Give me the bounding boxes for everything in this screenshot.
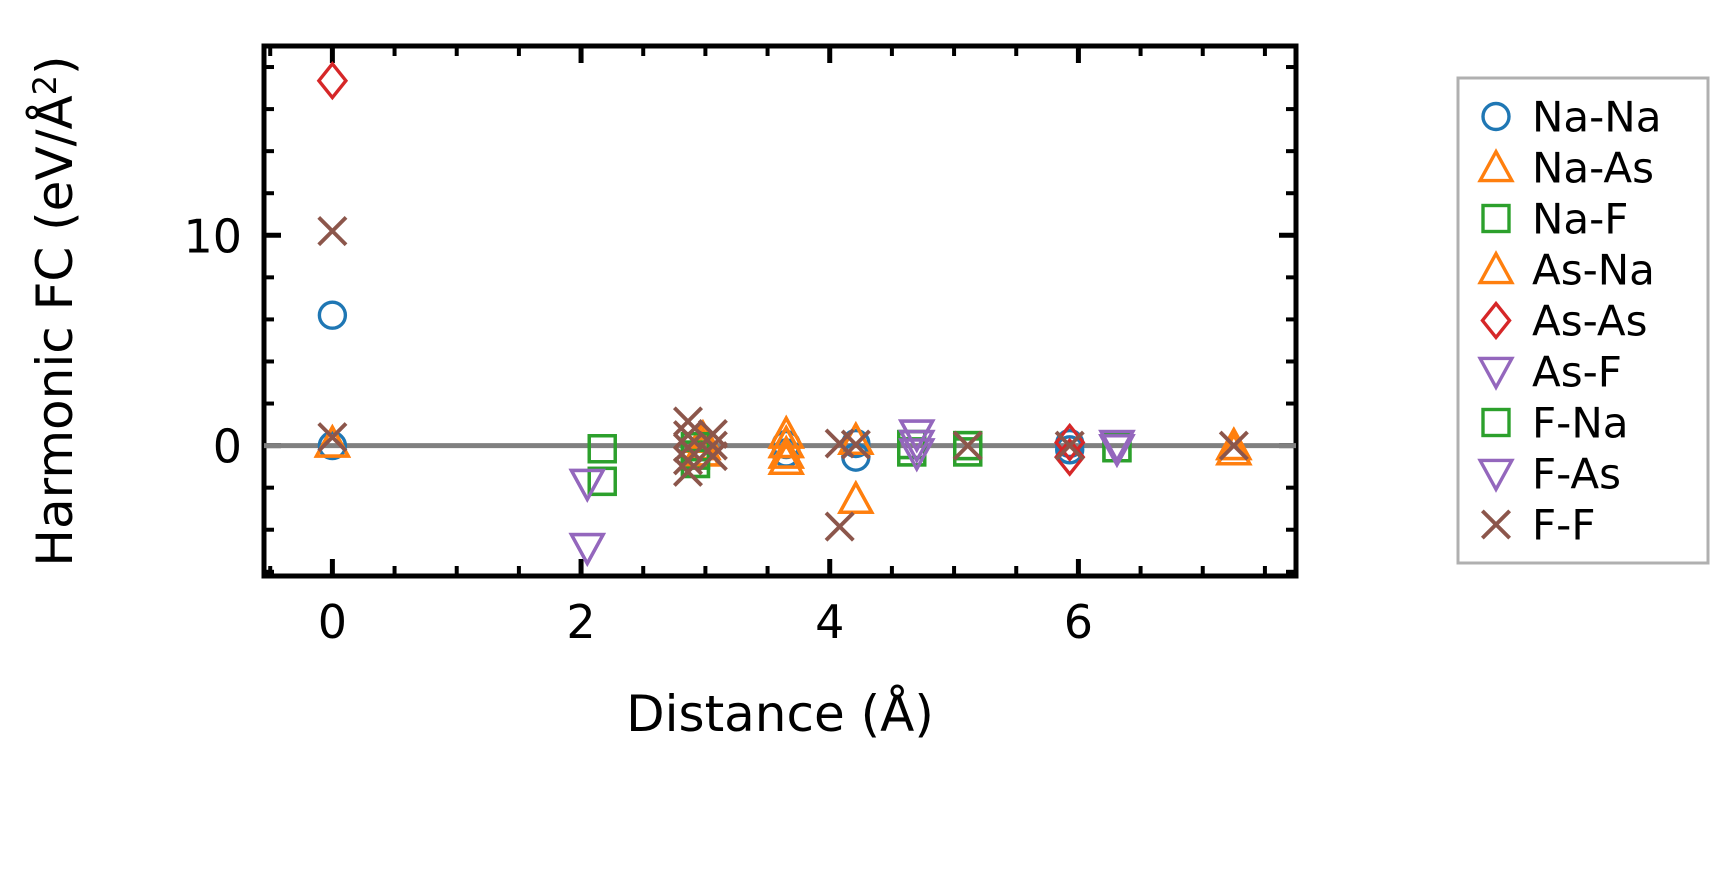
legend-item-label: Na-F bbox=[1532, 195, 1628, 244]
legend-marker-x-icon bbox=[1480, 509, 1512, 540]
x-tick-label: 6 bbox=[1064, 595, 1093, 649]
legend-item-label: As-Na bbox=[1532, 246, 1655, 295]
data-point bbox=[1098, 429, 1136, 464]
legend-marker-square-icon bbox=[1481, 407, 1511, 438]
data-point bbox=[767, 434, 805, 469]
legend-item-label: F-F bbox=[1532, 501, 1595, 550]
data-point bbox=[672, 456, 704, 487]
axes-frame bbox=[261, 43, 1299, 579]
data-point bbox=[1215, 426, 1253, 461]
data-point bbox=[898, 438, 936, 473]
legend-item-f-as[interactable]: F-As bbox=[1477, 450, 1621, 499]
x-tick-label: 4 bbox=[815, 595, 844, 649]
x-axis-title: Distance (Å) bbox=[626, 685, 934, 743]
data-point bbox=[672, 432, 704, 463]
data-point bbox=[587, 434, 617, 464]
legend-item-na-na[interactable]: Na-Na bbox=[1481, 93, 1661, 142]
data-point bbox=[841, 428, 871, 459]
tick-labels-layer: 0 2 4 6 0 10 bbox=[183, 209, 1093, 649]
data-point bbox=[672, 445, 704, 476]
data-point bbox=[837, 479, 875, 514]
data-point bbox=[1218, 430, 1249, 461]
data-point bbox=[1054, 437, 1086, 477]
legend-marker-triangle-up-icon bbox=[1477, 148, 1515, 183]
legend-item-na-as[interactable]: Na-As bbox=[1477, 144, 1654, 193]
legend-marker-circle-icon bbox=[1481, 101, 1511, 132]
legend-item-label: As-As bbox=[1532, 297, 1647, 346]
y-tick-label: 0 bbox=[213, 420, 242, 474]
legend-item-label: Na-Na bbox=[1532, 93, 1661, 142]
series-f-f bbox=[317, 216, 1249, 542]
data-point bbox=[1054, 430, 1085, 461]
axis-titles-layer: Distance (Å) Harmonic FC (eV/Å2) bbox=[26, 55, 934, 743]
data-point bbox=[587, 434, 617, 464]
legend-item-f-na[interactable]: F-Na bbox=[1481, 399, 1628, 448]
x-tick-label: 0 bbox=[318, 595, 347, 649]
data-point bbox=[840, 429, 871, 460]
legend-item-f-f[interactable]: F-F bbox=[1480, 501, 1595, 550]
legend-item-as-na[interactable]: As-Na bbox=[1477, 246, 1655, 295]
legend-item-label: F-As bbox=[1532, 450, 1621, 499]
data-point bbox=[587, 466, 617, 497]
legend-item-label: As-F bbox=[1532, 348, 1622, 397]
data-point bbox=[568, 532, 606, 567]
data-point bbox=[697, 419, 728, 450]
data-point bbox=[1055, 435, 1085, 465]
data-point bbox=[1215, 431, 1253, 466]
data-point bbox=[953, 437, 983, 467]
data-point bbox=[824, 511, 855, 542]
legend-marker-triangle-down-icon bbox=[1477, 356, 1515, 391]
data-point bbox=[317, 422, 348, 453]
data-point bbox=[672, 406, 704, 437]
legend-marker-square-icon bbox=[1481, 203, 1511, 234]
data-points-layer bbox=[313, 61, 1253, 567]
data-point bbox=[837, 479, 875, 514]
data-point bbox=[697, 441, 728, 472]
axes-layer bbox=[261, 43, 1299, 579]
data-point bbox=[697, 430, 728, 461]
legend-item-na-f[interactable]: Na-F bbox=[1481, 195, 1628, 244]
legend-marker-diamond-icon bbox=[1480, 300, 1512, 341]
data-point bbox=[313, 423, 352, 458]
x-tick-label: 2 bbox=[566, 595, 595, 649]
data-point bbox=[1098, 434, 1136, 469]
data-point bbox=[898, 419, 936, 454]
data-point bbox=[568, 532, 606, 567]
data-point bbox=[767, 440, 805, 476]
data-point bbox=[317, 300, 348, 330]
data-point bbox=[898, 429, 936, 464]
data-point bbox=[317, 216, 348, 247]
legend-item-label: F-Na bbox=[1532, 399, 1628, 448]
legend-marker-triangle-up-icon bbox=[1477, 250, 1515, 285]
data-point bbox=[672, 420, 704, 451]
y-axis-title: Harmonic FC (eV/Å2) bbox=[26, 55, 84, 566]
data-point bbox=[317, 430, 348, 461]
data-point bbox=[316, 61, 349, 101]
data-point bbox=[952, 430, 983, 461]
data-point bbox=[568, 468, 606, 503]
series-f-as bbox=[568, 419, 1136, 567]
legend-item-label: Na-As bbox=[1532, 144, 1654, 193]
data-point bbox=[767, 424, 805, 459]
legend-item-as-f[interactable]: As-F bbox=[1477, 348, 1622, 397]
y-tick-label: 10 bbox=[183, 209, 242, 263]
data-point bbox=[953, 437, 983, 467]
legend-marker-triangle-down-icon bbox=[1477, 458, 1515, 493]
legend-item-as-as[interactable]: As-As bbox=[1480, 297, 1647, 346]
series-as-as bbox=[316, 61, 1086, 477]
